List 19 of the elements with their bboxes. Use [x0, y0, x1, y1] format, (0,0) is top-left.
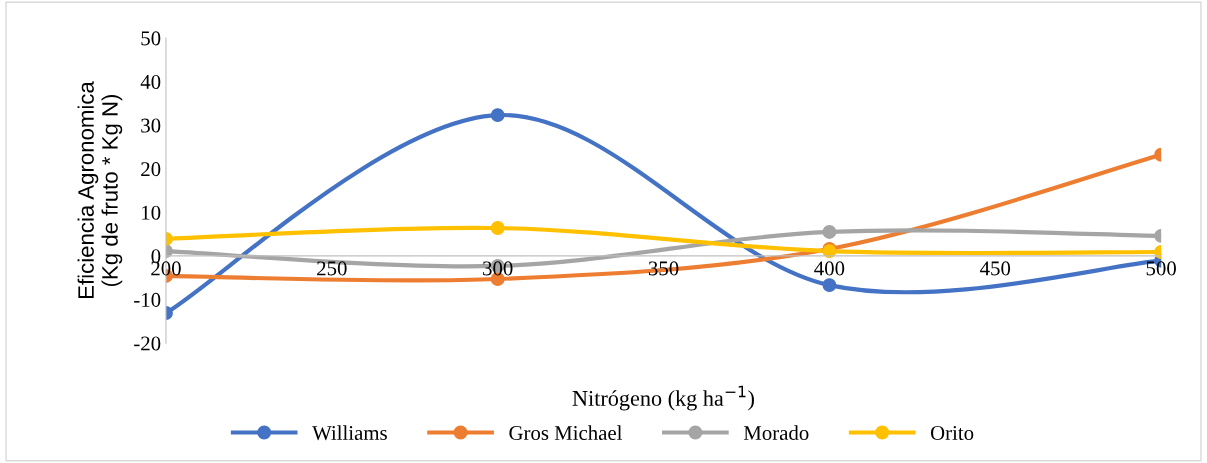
- y-tick-label: 40: [140, 74, 161, 89]
- legend-label: Orito: [930, 426, 974, 441]
- y-tick-label: 30: [141, 118, 161, 133]
- x-tick-label: 450: [980, 261, 1011, 276]
- x-tick-label: 350: [648, 261, 679, 276]
- x-tick-label: 500: [1146, 261, 1176, 276]
- x-tick-label: 300: [483, 261, 513, 276]
- y-tick-label: -10: [134, 292, 161, 307]
- y-tick-label: 10: [142, 205, 161, 220]
- y-axis-title: Eficiencia Agronomica (Kg de fruto * Kg N): [77, 81, 123, 299]
- legend-label: Morado: [743, 425, 809, 441]
- y-tick-label: 20: [141, 162, 161, 177]
- legend-label: Gros Michael: [509, 425, 623, 441]
- legend-label: Williams: [312, 425, 387, 441]
- x-axis-title: Nitrógeno (kg ha$^{−1}$): [572, 385, 754, 411]
- x-tick-label: 250: [317, 261, 347, 276]
- x-tick-label: 400: [814, 261, 845, 276]
- y-tick-label: -20: [134, 336, 161, 351]
- y-tick-label: 50: [141, 31, 161, 46]
